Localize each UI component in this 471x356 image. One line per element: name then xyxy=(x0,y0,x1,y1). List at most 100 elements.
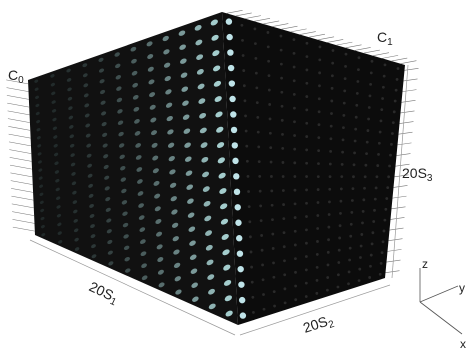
arrow xyxy=(400,61,416,64)
label-base: C xyxy=(377,29,387,45)
dot xyxy=(248,220,251,223)
arrow xyxy=(11,181,33,185)
dot xyxy=(293,66,296,69)
dot xyxy=(318,71,321,74)
dot xyxy=(353,163,356,166)
dot xyxy=(386,186,389,189)
dot xyxy=(227,49,233,55)
dot xyxy=(293,79,296,82)
dot xyxy=(326,276,329,279)
arrow xyxy=(10,157,32,161)
dot xyxy=(257,131,260,134)
dot xyxy=(380,262,383,265)
dot xyxy=(293,134,296,137)
dot xyxy=(240,312,246,318)
dot xyxy=(241,24,244,27)
dot xyxy=(332,49,335,52)
arrow xyxy=(10,173,32,177)
axis-x: x xyxy=(460,337,466,351)
dot xyxy=(327,226,330,229)
axes-triad xyxy=(420,268,462,334)
dot xyxy=(367,129,370,132)
dot xyxy=(305,175,308,178)
dot xyxy=(327,264,330,267)
dot xyxy=(354,128,357,131)
dot xyxy=(293,52,296,55)
dot xyxy=(282,189,285,192)
dot xyxy=(316,240,319,243)
dot xyxy=(259,205,262,208)
left-face xyxy=(28,12,238,325)
dot xyxy=(341,151,344,154)
dot xyxy=(327,238,330,241)
arrow xyxy=(405,68,419,70)
dot xyxy=(280,77,283,80)
dot xyxy=(340,200,343,203)
dot xyxy=(396,78,399,81)
dot xyxy=(354,140,357,143)
arrow xyxy=(397,154,411,156)
label-base: C xyxy=(8,67,18,83)
dot xyxy=(380,108,383,111)
dot xyxy=(384,64,387,67)
dot xyxy=(380,119,383,122)
arrow xyxy=(300,32,316,35)
dot xyxy=(251,296,254,299)
arrow xyxy=(355,47,371,50)
arrow xyxy=(236,13,252,16)
dot xyxy=(229,96,235,102)
label-sub: 1 xyxy=(387,37,393,48)
dot xyxy=(270,175,273,178)
label-s1: 20S1 xyxy=(85,278,121,308)
dot xyxy=(305,242,308,245)
arrow xyxy=(391,217,405,219)
dot xyxy=(361,222,364,225)
dot xyxy=(366,141,369,144)
arrow xyxy=(11,196,33,200)
dot xyxy=(241,39,244,42)
lattice-cube xyxy=(28,12,405,325)
dot xyxy=(255,86,258,89)
arrow xyxy=(10,165,32,169)
dot xyxy=(317,136,320,139)
dot xyxy=(378,142,381,145)
dot xyxy=(305,69,308,72)
dot xyxy=(305,149,308,152)
dot xyxy=(235,204,241,210)
dot xyxy=(340,188,343,191)
dot xyxy=(372,220,375,223)
dot xyxy=(343,102,346,105)
arrow xyxy=(391,58,407,61)
arrow xyxy=(8,111,30,115)
dot xyxy=(244,99,247,102)
dot xyxy=(330,112,333,115)
dot xyxy=(360,233,363,236)
dot xyxy=(329,175,332,178)
dot xyxy=(226,18,232,24)
dot xyxy=(318,84,321,87)
dot xyxy=(388,165,391,168)
arrow xyxy=(272,24,288,27)
arrow xyxy=(254,18,270,21)
dot xyxy=(340,175,343,178)
dot xyxy=(263,308,266,311)
dot xyxy=(359,256,362,259)
figure: C0 C1 20S3 20S1 20S2 z y x xyxy=(0,0,471,356)
dot xyxy=(283,231,286,234)
label-s2: 20S2 xyxy=(301,311,336,339)
dot xyxy=(305,95,308,98)
dot xyxy=(352,175,355,178)
arrow xyxy=(227,10,243,13)
dot xyxy=(230,111,236,117)
dot xyxy=(234,189,240,195)
dot xyxy=(331,62,334,65)
dot xyxy=(273,290,276,293)
dot xyxy=(257,146,260,149)
dot xyxy=(293,38,296,41)
dot xyxy=(305,162,308,165)
arrow xyxy=(401,111,415,113)
dot xyxy=(305,215,308,218)
dot xyxy=(229,80,235,86)
dot xyxy=(316,253,319,256)
dot xyxy=(375,187,378,190)
